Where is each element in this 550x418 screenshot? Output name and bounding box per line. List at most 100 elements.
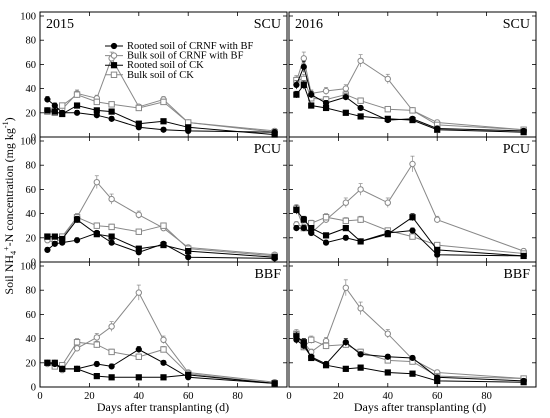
data-point xyxy=(108,195,115,203)
data-point xyxy=(160,359,167,366)
legend-marker xyxy=(110,71,118,78)
data-point xyxy=(51,233,58,240)
panel-2015-scu-0: 0 20 40 60 80 100 SCU 2015 xyxy=(20,11,288,144)
x-tick-label: 80 xyxy=(481,391,492,402)
legend-entry: Rooted soil of CRNF with BF xyxy=(105,41,253,52)
data-point xyxy=(271,254,278,261)
panel-treatment-label: BBF xyxy=(255,267,282,282)
data-point xyxy=(51,240,58,247)
data-point xyxy=(300,55,308,62)
panel-r2-bbf-1: 0 20 40 60 80 BBF xyxy=(286,261,537,402)
legend-label: Rooted soil of CK xyxy=(127,60,204,71)
panel-r1-pcu-1: PCU xyxy=(288,136,537,263)
data-point xyxy=(108,101,115,108)
series-line-2 xyxy=(47,219,275,258)
data-point xyxy=(185,248,192,255)
panel-2016-scu-1: SCU 2016 xyxy=(288,11,537,138)
data-point xyxy=(160,126,167,133)
data-point xyxy=(160,346,167,353)
data-point xyxy=(409,107,416,114)
x-axis-label-right: Days after transplanting (d) xyxy=(354,400,486,414)
data-point xyxy=(73,216,81,223)
data-point xyxy=(185,124,192,131)
data-point xyxy=(308,354,315,362)
series-line-1 xyxy=(296,286,524,379)
data-point xyxy=(357,57,364,64)
data-point xyxy=(434,246,441,253)
y-tick-label: 0 xyxy=(31,383,36,394)
data-point xyxy=(409,227,416,234)
data-point xyxy=(135,353,143,360)
data-point xyxy=(384,105,392,113)
data-point xyxy=(384,199,391,206)
data-point xyxy=(308,225,315,232)
data-point xyxy=(322,87,330,95)
data-point xyxy=(160,118,167,125)
data-point xyxy=(384,75,391,83)
series-line-2 xyxy=(47,362,275,384)
data-point xyxy=(44,233,51,240)
legend-label: Rooted soil of CRNF with BF xyxy=(127,41,253,52)
data-point xyxy=(135,245,142,252)
panel-r1-pcu-0: 0 20 40 60 80 100 PCU xyxy=(20,136,288,269)
data-point xyxy=(520,129,527,136)
data-point xyxy=(322,239,330,246)
data-point xyxy=(185,254,192,261)
y-tick-label: 40 xyxy=(26,209,37,220)
data-point xyxy=(108,115,115,122)
data-point xyxy=(357,238,364,245)
data-point xyxy=(342,93,349,101)
data-point xyxy=(434,126,441,133)
series-line-0 xyxy=(296,227,524,257)
data-point xyxy=(108,108,115,115)
data-point xyxy=(357,216,364,223)
data-point xyxy=(342,109,349,116)
data-point xyxy=(384,330,391,337)
data-point xyxy=(342,85,350,92)
series-line-0 xyxy=(296,339,524,382)
x-axis-label-left: Days after transplanting (d) xyxy=(97,400,229,414)
data-point xyxy=(342,365,349,372)
data-point xyxy=(342,234,349,241)
y-tick-label: 20 xyxy=(26,358,37,369)
data-point xyxy=(357,305,364,312)
data-point xyxy=(44,359,51,366)
x-tick-label: 0 xyxy=(286,391,291,402)
data-point xyxy=(93,222,101,229)
x-tick-label: 20 xyxy=(333,391,344,402)
series-line-1 xyxy=(296,162,524,252)
y-tick-label: 20 xyxy=(26,233,37,244)
data-point xyxy=(59,110,66,118)
data-point xyxy=(293,81,300,89)
data-point xyxy=(93,334,101,341)
series-line-2 xyxy=(296,209,524,257)
legend-label: Bulk soil of CRNF with BF xyxy=(127,51,244,62)
data-point xyxy=(51,359,58,366)
data-point xyxy=(342,217,350,225)
data-point xyxy=(135,104,143,112)
data-point xyxy=(308,336,315,344)
data-point xyxy=(300,339,307,346)
y-tick-label: 60 xyxy=(26,60,37,71)
data-point xyxy=(73,345,81,352)
data-point xyxy=(185,371,192,379)
data-point xyxy=(93,98,101,106)
data-point xyxy=(93,341,101,348)
data-point xyxy=(434,216,441,223)
data-point xyxy=(409,233,416,240)
data-point xyxy=(93,178,101,186)
data-point xyxy=(384,115,391,122)
legend-entry: Rooted soil of CK xyxy=(105,60,204,71)
series-line-2 xyxy=(296,83,524,133)
data-point xyxy=(108,323,115,330)
data-point xyxy=(160,336,167,344)
data-point xyxy=(322,104,330,112)
data-point xyxy=(308,91,315,98)
series-line-2 xyxy=(296,335,524,383)
x-tick-label: 0 xyxy=(37,391,42,402)
data-point xyxy=(342,284,350,291)
x-tick-label: 20 xyxy=(84,391,95,402)
y-tick-label: 100 xyxy=(20,137,36,148)
data-point xyxy=(357,364,364,371)
data-point xyxy=(108,223,115,231)
